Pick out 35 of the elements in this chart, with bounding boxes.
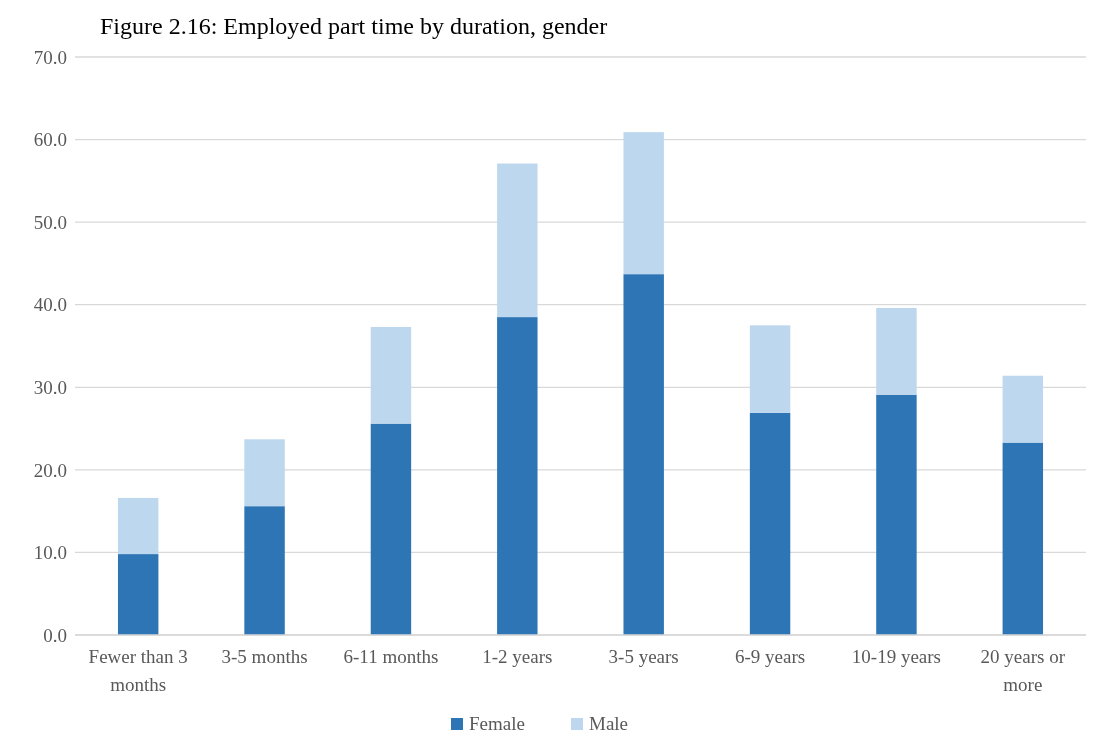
bar: [623, 274, 664, 635]
legend-label: Male: [589, 713, 629, 734]
x-tick-label: 6-9 years: [734, 646, 806, 667]
bar: [1002, 442, 1044, 635]
bar: [623, 132, 664, 275]
y-tick-label: 20.0: [33, 459, 67, 481]
y-tick-label: 60.0: [33, 129, 67, 151]
y-tick-label: 0.0: [43, 624, 67, 646]
y-tick-label: 10.0: [33, 542, 67, 564]
bar: [244, 439, 285, 507]
y-tick-label: 70.0: [33, 46, 67, 68]
bar: [370, 423, 412, 635]
x-tick-label: Fewer than 3 months: [88, 646, 188, 695]
y-tick-label: 40.0: [33, 294, 67, 316]
bar: [749, 412, 791, 635]
bar: [117, 497, 159, 555]
x-tick-label: 20 years or more: [980, 646, 1066, 695]
bar: [497, 317, 538, 635]
y-tick-label: 30.0: [33, 376, 67, 398]
bar: [497, 163, 538, 318]
x-tick-label: 3-5 years: [608, 646, 679, 667]
bar: [1002, 375, 1044, 443]
x-tick-label: 6-11 months: [343, 646, 439, 667]
bar: [876, 308, 917, 395]
bar: [244, 506, 285, 635]
bar: [117, 554, 159, 635]
chart-title: Figure 2.16: Employed part time by duration, gender: [100, 13, 608, 39]
legend-label: Female: [469, 713, 525, 734]
bar: [370, 327, 412, 424]
bar: [749, 325, 791, 413]
x-tick-label: 3-5 months: [221, 646, 308, 667]
x-tick-label: 10-19 years: [851, 646, 942, 667]
y-tick-label: 50.0: [33, 211, 67, 233]
bar: [876, 394, 917, 635]
x-tick-label: 1-2 years: [482, 646, 553, 667]
